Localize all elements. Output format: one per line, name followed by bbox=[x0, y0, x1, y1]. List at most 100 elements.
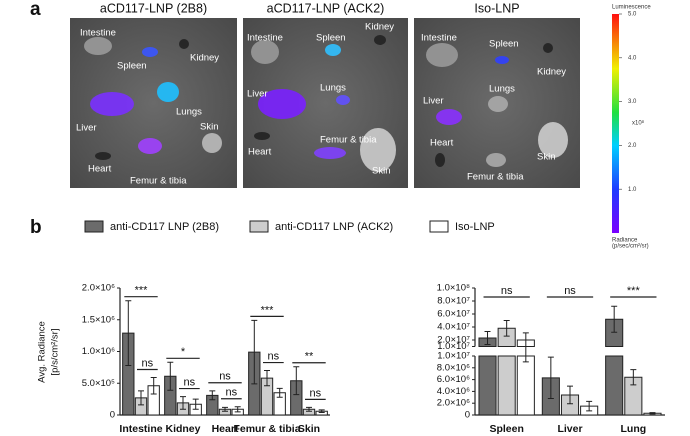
error-bar bbox=[180, 396, 186, 410]
organ-label: Intestine bbox=[247, 33, 283, 44]
organ bbox=[538, 122, 568, 158]
y-tick-label: 1.0×10⁸ bbox=[437, 283, 470, 294]
y-tick-label: 0 bbox=[110, 410, 115, 421]
organ bbox=[314, 147, 346, 159]
organ bbox=[486, 153, 506, 167]
organ bbox=[436, 109, 462, 125]
x-tick-label: Femur & tibia bbox=[233, 423, 300, 435]
organ-label: Femur & tibia bbox=[467, 172, 524, 183]
colorbar-title: Luminescence bbox=[612, 5, 651, 11]
organ bbox=[179, 39, 189, 49]
y-tick-label: 8.0×10⁷ bbox=[437, 296, 470, 307]
organ-label: Intestine bbox=[80, 28, 116, 39]
significance-label: ns bbox=[219, 371, 231, 383]
organ bbox=[495, 56, 509, 64]
organ bbox=[258, 89, 306, 119]
significance-label: *** bbox=[135, 285, 149, 297]
x-tick-label: Kidney bbox=[165, 423, 200, 435]
colorbar-tick-label: 4.0 bbox=[628, 55, 637, 61]
organ-label: Lungs bbox=[176, 107, 202, 118]
error-bar bbox=[586, 400, 593, 412]
error-bar bbox=[484, 331, 491, 346]
colorbar-tick-label: 5.0 bbox=[628, 12, 637, 18]
error-bar bbox=[138, 390, 144, 406]
organ bbox=[90, 92, 134, 116]
significance-label: ns bbox=[268, 350, 280, 362]
organ bbox=[543, 43, 553, 53]
y-tick-label: 8.0×10⁶ bbox=[437, 362, 470, 373]
y-tick-label: 6.0×10⁶ bbox=[437, 374, 470, 385]
bar bbox=[478, 337, 497, 416]
image-title: Iso-LNP bbox=[474, 1, 519, 15]
significance-label: *** bbox=[261, 304, 275, 316]
organ-label: Skin bbox=[200, 122, 218, 133]
image-title: aCD117-LNP (ACK2) bbox=[267, 1, 385, 15]
organ bbox=[142, 47, 158, 57]
x-tick-label: Lung bbox=[621, 423, 647, 435]
bar bbox=[147, 385, 160, 416]
legend-swatch bbox=[249, 220, 269, 233]
organ-label: Liver bbox=[247, 89, 268, 100]
organ bbox=[374, 35, 386, 45]
organ-label: Spleen bbox=[316, 33, 346, 44]
organ-label: Heart bbox=[88, 164, 112, 175]
significance-label: ns bbox=[310, 387, 322, 399]
y-tick-label: 2.0×10⁶ bbox=[82, 283, 115, 294]
bar bbox=[134, 397, 148, 416]
organ bbox=[95, 152, 111, 160]
error-bar bbox=[264, 370, 270, 387]
bar bbox=[605, 318, 624, 416]
y-tick-label: 2.0×10⁷ bbox=[437, 335, 470, 346]
organ-label: Femur & tibia bbox=[130, 176, 187, 187]
organ bbox=[360, 128, 396, 172]
error-bar bbox=[234, 406, 241, 413]
organ-label: Lungs bbox=[489, 84, 515, 95]
y-tick-label: 4.0×10⁷ bbox=[437, 322, 470, 333]
error-bar bbox=[125, 300, 132, 366]
error-bar bbox=[251, 319, 258, 385]
organ bbox=[325, 44, 341, 56]
organ-label: Skin bbox=[372, 166, 390, 177]
legend-label: anti-CD117 LNP (2B8) bbox=[110, 221, 219, 233]
legend-label: Iso-LNP bbox=[455, 221, 495, 233]
organ bbox=[488, 96, 508, 112]
organ-label: Spleen bbox=[117, 61, 147, 72]
error-bar bbox=[649, 412, 656, 415]
organ-label: Liver bbox=[76, 123, 97, 134]
organ-label: Femur & tibia bbox=[320, 135, 377, 146]
significance-label: ** bbox=[305, 351, 314, 363]
significance-label: *** bbox=[627, 285, 641, 297]
organ bbox=[84, 37, 112, 55]
error-bar bbox=[567, 385, 573, 405]
error-bar bbox=[293, 366, 300, 396]
significance-label: ns bbox=[142, 357, 154, 369]
organ-label: Liver bbox=[423, 96, 444, 107]
organ bbox=[426, 43, 458, 67]
significance-label: ns bbox=[501, 285, 513, 297]
legend-label: anti-CD117 LNP (ACK2) bbox=[275, 221, 393, 233]
organ bbox=[336, 95, 350, 105]
organ-label: Intestine bbox=[421, 33, 457, 44]
panel-label: b bbox=[30, 217, 42, 238]
bar bbox=[260, 377, 274, 416]
error-bar bbox=[306, 406, 312, 412]
y-axis-title: Avg. Radiance bbox=[37, 321, 48, 383]
legend-swatch bbox=[84, 220, 104, 233]
organ bbox=[251, 40, 279, 64]
organ bbox=[435, 153, 445, 167]
colorbar-tick-label: 1.0 bbox=[628, 187, 637, 193]
y-tick-label: 4.0×10⁶ bbox=[437, 386, 470, 397]
error-bar bbox=[150, 377, 157, 395]
y-tick-label: 1.0×10⁷ bbox=[437, 341, 470, 352]
x-tick-label: Skin bbox=[298, 423, 320, 435]
organ bbox=[138, 138, 162, 154]
bar bbox=[497, 327, 516, 416]
organ-label: Heart bbox=[430, 138, 454, 149]
organ-label: Kidney bbox=[365, 22, 394, 33]
organ bbox=[202, 133, 222, 153]
bar bbox=[122, 332, 135, 416]
panel-label: a bbox=[30, 0, 41, 20]
bar bbox=[624, 376, 643, 416]
colorbar-unit: (p/sec/cm²/sr) bbox=[612, 244, 649, 250]
colorbar-tick-label: 2.0 bbox=[628, 143, 637, 149]
